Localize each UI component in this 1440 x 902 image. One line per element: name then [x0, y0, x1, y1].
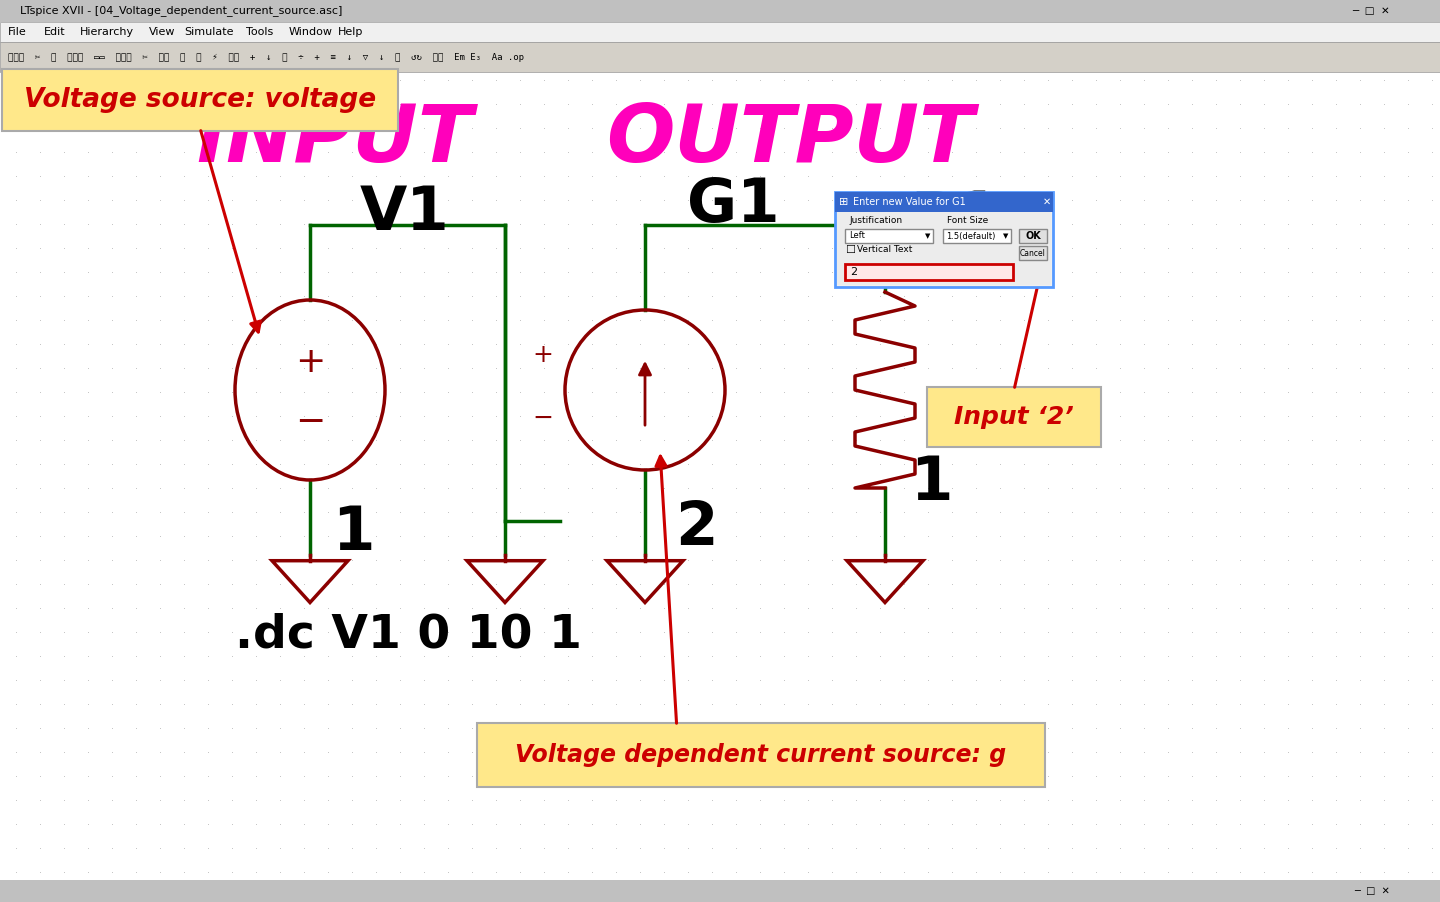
Text: INPUT: INPUT [197, 101, 474, 179]
Text: Window: Window [289, 27, 333, 37]
Text: ⬜⬜⬜  ✂  ✋  🔍🔍🔍  ▭▭  ⬜⬜⬜  ✂  ⬜⬜  🖨  ⬜  ⚡  ⬜⬜  +  ↓  ⬜  ÷  +  ≡  ↓  ▽  ↓  👆  ↺↻  ⬜: ⬜⬜⬜ ✂ ✋ 🔍🔍🔍 ▭▭ ⬜⬜⬜ ✂ ⬜⬜ 🖨 ⬜ ⚡ ⬜⬜ + ↓ ⬜ ÷… [9, 52, 524, 61]
Text: +: + [533, 343, 553, 367]
Text: ─  □  ✕: ─ □ ✕ [1352, 6, 1390, 16]
Text: Enter new Value for G1: Enter new Value for G1 [852, 197, 966, 207]
Bar [835, 192, 1053, 287]
Text: Simulate: Simulate [184, 27, 233, 37]
Bar [0, 0, 1440, 22]
Text: V1: V1 [360, 184, 449, 243]
Text: Edit: Edit [45, 27, 66, 37]
Text: LTspice XVII - [04_Voltage_dependent_current_source.asc]: LTspice XVII - [04_Voltage_dependent_cur… [20, 5, 343, 16]
FancyBboxPatch shape [1, 69, 397, 131]
Text: 2: 2 [850, 267, 857, 277]
Text: View: View [148, 27, 176, 37]
Bar [835, 192, 1053, 212]
Text: .dc V1 0 10 1: .dc V1 0 10 1 [235, 613, 582, 658]
Text: OUTPUT: OUTPUT [606, 101, 973, 179]
Bar [837, 212, 1051, 285]
Text: Voltage dependent current source: g: Voltage dependent current source: g [516, 743, 1007, 767]
Bar [1020, 246, 1047, 260]
Text: Left: Left [850, 232, 865, 241]
Bar [0, 22, 1440, 42]
Text: Justification: Justification [850, 216, 901, 225]
Text: 1.5(default): 1.5(default) [946, 232, 995, 241]
FancyBboxPatch shape [927, 387, 1102, 447]
Text: ✕: ✕ [1043, 197, 1051, 207]
Text: 1: 1 [910, 454, 952, 513]
Text: +: + [295, 345, 325, 379]
Text: Font Size: Font Size [948, 216, 988, 225]
Bar [845, 264, 1012, 280]
Bar [845, 229, 933, 243]
Bar [0, 880, 1440, 902]
Bar [0, 42, 1440, 72]
Text: 1: 1 [333, 504, 374, 563]
Text: ⊞: ⊞ [840, 197, 848, 207]
FancyBboxPatch shape [477, 723, 1045, 787]
Text: OK: OK [1025, 231, 1041, 241]
Text: ☐: ☐ [845, 245, 855, 255]
Text: File: File [9, 27, 27, 37]
Text: Tools: Tools [246, 27, 274, 37]
Text: Cancel: Cancel [1020, 248, 1045, 257]
Text: ▼: ▼ [1004, 233, 1008, 239]
Text: Vertical Text: Vertical Text [857, 245, 913, 254]
Bar [1020, 229, 1047, 243]
Text: G1: G1 [687, 176, 779, 235]
Text: ▼: ▼ [924, 233, 930, 239]
Text: ─  □  ✕: ─ □ ✕ [1354, 886, 1390, 896]
Text: 2: 2 [675, 499, 717, 558]
Text: Input ‘2’: Input ‘2’ [955, 405, 1074, 429]
Text: Hierarchy: Hierarchy [81, 27, 134, 37]
Text: −: − [533, 406, 553, 430]
Text: R1: R1 [910, 189, 999, 248]
Text: −: − [295, 405, 325, 439]
Bar [943, 229, 1011, 243]
Text: Help: Help [338, 27, 363, 37]
Text: Voltage source: voltage: Voltage source: voltage [24, 87, 376, 113]
